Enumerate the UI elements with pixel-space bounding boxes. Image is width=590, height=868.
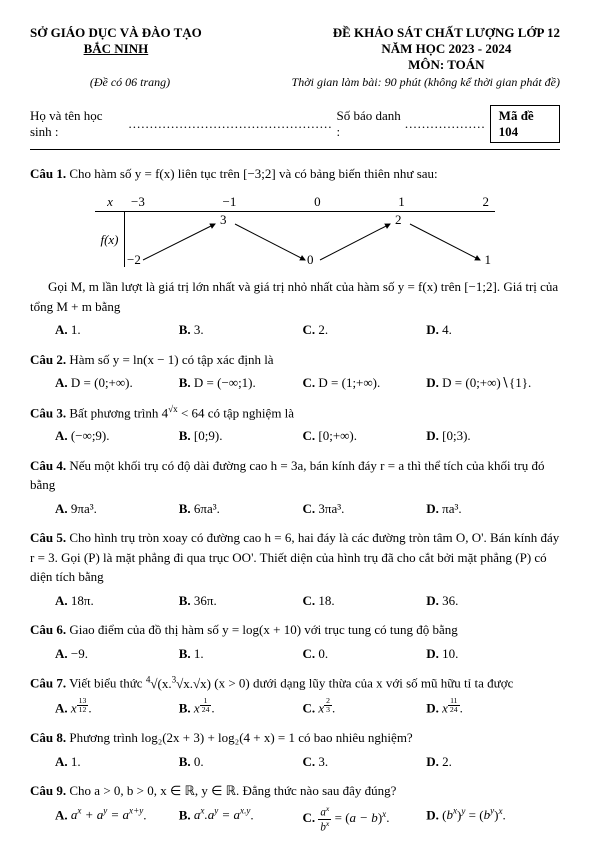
- q3-c: [0;+∞).: [318, 428, 357, 443]
- question-6: Câu 6. Giao điểm của đồ thị hàm số y = l…: [30, 620, 560, 663]
- exam-year: NĂM HỌC 2023 - 2024: [333, 41, 560, 57]
- q9-d: D. (bx)y = (by)x.: [426, 805, 550, 833]
- exam-subject: MÔN: TOÁN: [333, 57, 560, 73]
- q4-a: 9πa³.: [71, 501, 97, 516]
- question-3: Câu 3. Bất phương trình 4√x < 64 có tập …: [30, 403, 560, 446]
- xv3: 1: [398, 192, 405, 212]
- q1-text2: Gọi M, m lần lượt là giá trị lớn nhất và…: [30, 277, 560, 316]
- q8-d: 2.: [442, 754, 452, 769]
- q2-d: D = (0;+∞)∖{1}.: [442, 375, 531, 390]
- q2-text: Hàm số y = ln(x − 1) có tập xác định là: [69, 352, 273, 367]
- q4-c: 3πa³.: [318, 501, 344, 516]
- q8-b: 0.: [194, 754, 204, 769]
- q6-text: Giao điểm của đồ thị hàm số y = log(x + …: [69, 622, 457, 637]
- question-5: Câu 5. Cho hình trụ tròn xoay có đường c…: [30, 528, 560, 610]
- q7b-d: 24: [200, 706, 212, 714]
- q6-label: Câu 6.: [30, 622, 66, 637]
- question-7: Câu 7. Viết biểu thức 4√(x.3√x.√x) (x > …: [30, 673, 560, 718]
- q3-text-b: < 64 có tập nghiệm là: [178, 405, 294, 420]
- q5-a: 18π.: [71, 593, 94, 608]
- question-1: Câu 1. Cho hàm số y = f(x) liên tục trên…: [30, 164, 560, 340]
- yv4: 1: [485, 250, 492, 270]
- q1-c: 2.: [318, 322, 328, 337]
- id-dots: ...................: [405, 116, 486, 132]
- q2-c: D = (1;+∞).: [318, 375, 380, 390]
- q3-text-a: Bất phương trình 4: [69, 405, 168, 420]
- yv1: 3: [220, 210, 227, 230]
- q1-a: 1.: [71, 322, 81, 337]
- q9-text: Cho a > 0, b > 0, x ∈ ℝ, y ∈ ℝ. Đẳng thứ…: [69, 783, 396, 798]
- q5-label: Câu 5.: [30, 530, 66, 545]
- yv0: −2: [127, 250, 141, 270]
- q5-text: Cho hình trụ tròn xoay có đường cao h = …: [30, 530, 559, 584]
- q4-d: πa³.: [442, 501, 461, 516]
- q5-c: 18.: [318, 593, 334, 608]
- q7-text-b: (x > 0) dưới dạng lũy thừa của x với số …: [214, 676, 513, 691]
- yv2: 0: [307, 250, 314, 270]
- q9-c: C. axbx = (a − b)x.: [303, 805, 427, 833]
- q2-label: Câu 2.: [30, 352, 66, 367]
- q6-c: 0.: [318, 646, 328, 661]
- q1-diagram: x −3 −1 0 1 2 f(x) −2 3 0: [95, 192, 495, 268]
- q4-label: Câu 4.: [30, 458, 66, 473]
- q6-d: 10.: [442, 646, 458, 661]
- q8-label: Câu 8.: [30, 730, 66, 745]
- q1-d: 4.: [442, 322, 452, 337]
- xv4: 2: [483, 192, 490, 212]
- q2-a: D = (0;+∞).: [71, 375, 133, 390]
- q7-label: Câu 7.: [30, 676, 66, 691]
- exam-code: Mã đề 104: [490, 105, 560, 143]
- q3-b: [0;9).: [194, 428, 223, 443]
- xv2: 0: [314, 192, 321, 212]
- q1-label: Câu 1.: [30, 166, 66, 181]
- question-2: Câu 2. Hàm số y = ln(x − 1) có tập xác đ…: [30, 350, 560, 393]
- dept-province: BẮC NINH: [30, 41, 202, 57]
- student-id-label: Số báo danh :: [337, 108, 401, 140]
- dept-name: SỞ GIÁO DỤC VÀ ĐÀO TẠO: [30, 25, 202, 41]
- q9-label: Câu 9.: [30, 783, 66, 798]
- q3-a: (−∞;9).: [71, 428, 110, 443]
- q1-b: 3.: [194, 322, 204, 337]
- q9-a: A. ax + ay = ax+y.: [55, 805, 179, 833]
- q8-a: 1.: [71, 754, 81, 769]
- question-8: Câu 8. Phương trình log₂(2x + 3) + log₂(…: [30, 728, 560, 771]
- q8-text: Phương trình log₂(2x + 3) + log₂(4 + x) …: [69, 730, 412, 745]
- q4-b: 6πa³.: [194, 501, 220, 516]
- q5-b: 36π.: [194, 593, 217, 608]
- diag-x-label: x: [95, 192, 125, 212]
- xv1: −1: [223, 192, 237, 212]
- q4-text: Nếu một khối trụ có độ dài đường cao h =…: [30, 458, 545, 493]
- q6-a: −9.: [71, 646, 88, 661]
- q3-exp: √x: [168, 404, 178, 414]
- q7-expr: 4√(x.3√x.√x): [146, 676, 211, 691]
- q7-text-a: Viết biểu thức: [69, 676, 146, 691]
- q8-c: 3.: [318, 754, 328, 769]
- q7c-d: 3: [324, 706, 332, 714]
- xv0: −3: [131, 192, 145, 212]
- time-note: Thời gian làm bài: 90 phút (không kể thờ…: [292, 75, 560, 90]
- q7d-d: 24: [448, 706, 460, 714]
- name-dots: ........................................…: [129, 116, 333, 132]
- q7a-d: 12: [77, 706, 89, 714]
- q3-label: Câu 3.: [30, 405, 66, 420]
- student-name-label: Họ và tên học sinh :: [30, 108, 125, 140]
- q5-d: 36.: [442, 593, 458, 608]
- q6-b: 1.: [194, 646, 204, 661]
- student-line: Họ và tên học sinh : ...................…: [30, 105, 560, 143]
- q3-d: [0;3).: [442, 428, 471, 443]
- pages-note: (Đề có 06 trang): [30, 75, 230, 90]
- exam-title: ĐỀ KHẢO SÁT CHẤT LƯỢNG LỚP 12: [333, 25, 560, 41]
- divider: [30, 149, 560, 150]
- q2-b: D = (−∞;1).: [194, 375, 256, 390]
- question-9: Câu 9. Cho a > 0, b > 0, x ∈ ℝ, y ∈ ℝ. Đ…: [30, 781, 560, 833]
- q9-b: B. ax.ay = ax.y.: [179, 805, 303, 833]
- diag-fx-label: f(x): [95, 212, 125, 267]
- yv3: 2: [395, 210, 402, 230]
- q1-text: Cho hàm số y = f(x) liên tục trên [−3;2]…: [69, 166, 437, 181]
- question-4: Câu 4. Nếu một khối trụ có độ dài đường …: [30, 456, 560, 519]
